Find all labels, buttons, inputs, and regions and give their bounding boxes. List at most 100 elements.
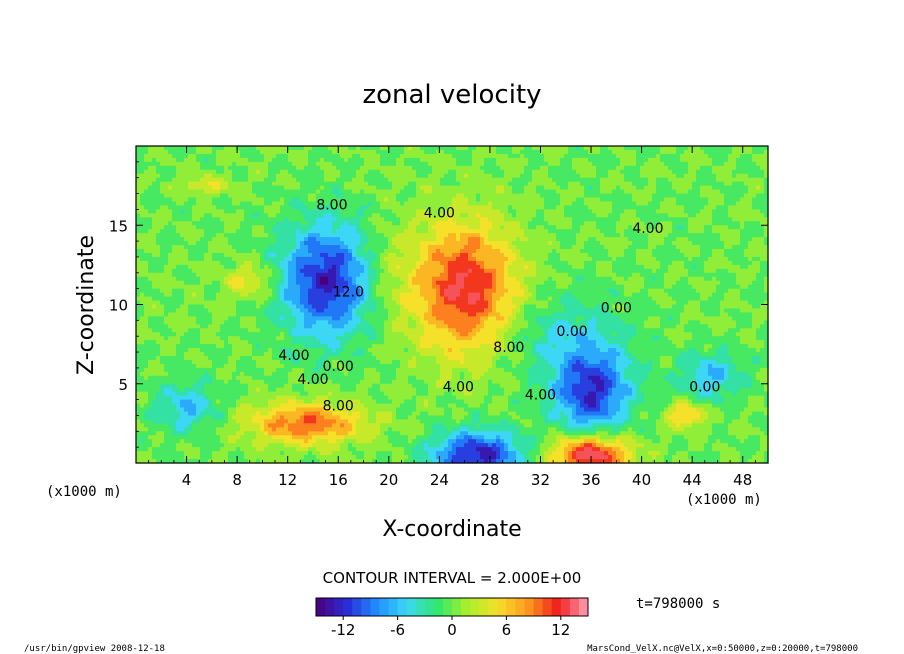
field-cell xyxy=(504,225,509,230)
field-cell xyxy=(160,229,165,234)
field-cell xyxy=(488,189,493,195)
field-cell xyxy=(248,268,253,274)
field-cell xyxy=(544,264,549,270)
field-cell xyxy=(604,201,609,207)
field-cell xyxy=(220,146,225,151)
field-cell xyxy=(336,185,341,191)
field-cell xyxy=(360,209,365,214)
field-cell xyxy=(228,205,233,210)
field-cell xyxy=(188,264,193,270)
field-cell xyxy=(264,245,269,250)
field-cell xyxy=(400,146,405,151)
field-cell xyxy=(376,173,381,179)
field-cell xyxy=(628,157,633,163)
field-cell xyxy=(444,193,449,199)
field-cell xyxy=(396,193,401,199)
field-cell xyxy=(712,193,717,199)
field-cell xyxy=(280,201,285,207)
field-cell xyxy=(620,181,625,187)
field-cell xyxy=(540,161,545,167)
field-cell xyxy=(744,153,749,159)
field-cell xyxy=(268,173,273,179)
field-cell xyxy=(392,177,397,183)
field-cell xyxy=(196,252,201,258)
field-cell xyxy=(208,217,213,222)
field-cell xyxy=(604,256,609,262)
field-cell xyxy=(296,149,301,155)
field-cell xyxy=(740,181,745,187)
field-cell xyxy=(616,233,621,238)
field-cell xyxy=(764,209,769,214)
field-cell xyxy=(340,153,345,159)
field-cell xyxy=(396,177,401,183)
field-cell xyxy=(448,197,453,203)
field-cell xyxy=(188,256,193,262)
field-cell xyxy=(156,221,161,226)
field-cell xyxy=(408,161,413,167)
field-cell xyxy=(664,249,669,254)
field-cell xyxy=(556,245,561,250)
field-cell xyxy=(376,217,381,222)
field-cell xyxy=(492,153,497,159)
field-cell xyxy=(552,237,557,242)
field-cell xyxy=(248,189,253,195)
field-cell xyxy=(348,153,353,159)
field-cell xyxy=(468,252,473,258)
field-cell xyxy=(536,197,541,203)
field-cell xyxy=(364,264,369,270)
field-cell xyxy=(440,169,445,175)
field-cell xyxy=(540,213,545,218)
field-cell xyxy=(240,146,245,151)
field-cell xyxy=(452,157,457,163)
field-cell xyxy=(408,197,413,203)
field-cell xyxy=(412,205,417,210)
field-cell xyxy=(400,264,405,270)
field-cell xyxy=(204,213,209,218)
field-cell xyxy=(232,177,237,183)
field-cell xyxy=(428,252,433,258)
field-cell xyxy=(480,189,485,195)
field-cell xyxy=(156,260,161,266)
field-cell xyxy=(416,146,421,151)
field-cell xyxy=(340,185,345,191)
field-cell xyxy=(400,268,405,274)
field-cell xyxy=(440,213,445,218)
field-cell xyxy=(588,181,593,187)
field-cell xyxy=(280,260,285,266)
field-cell xyxy=(556,229,561,234)
field-cell xyxy=(136,157,141,163)
field-cell xyxy=(608,249,613,254)
field-cell xyxy=(752,189,757,195)
field-cell xyxy=(352,217,357,222)
field-cell xyxy=(596,225,601,230)
field-cell xyxy=(236,249,241,254)
field-cell xyxy=(576,165,581,171)
field-cell xyxy=(616,245,621,250)
field-cell xyxy=(508,256,513,262)
field-cell xyxy=(332,252,337,258)
field-cell xyxy=(752,161,757,167)
field-cell xyxy=(164,221,169,226)
field-cell xyxy=(184,177,189,183)
field-cell xyxy=(344,165,349,171)
field-cell xyxy=(636,201,641,207)
field-cell xyxy=(516,169,521,175)
field-cell xyxy=(264,153,269,159)
field-cell xyxy=(756,209,761,214)
field-cell xyxy=(600,189,605,195)
field-cell xyxy=(688,217,693,222)
field-cell xyxy=(240,169,245,175)
field-cell xyxy=(160,245,165,250)
field-cell xyxy=(764,149,769,155)
field-cell xyxy=(356,189,361,195)
field-cell xyxy=(724,221,729,226)
field-cell xyxy=(196,173,201,179)
field-cell xyxy=(672,256,677,262)
field-cell xyxy=(752,201,757,207)
field-cell xyxy=(376,157,381,163)
field-cell xyxy=(296,221,301,226)
field-cell xyxy=(636,252,641,258)
field-cell xyxy=(152,237,157,242)
field-cell xyxy=(584,229,589,234)
field-cell xyxy=(584,237,589,242)
